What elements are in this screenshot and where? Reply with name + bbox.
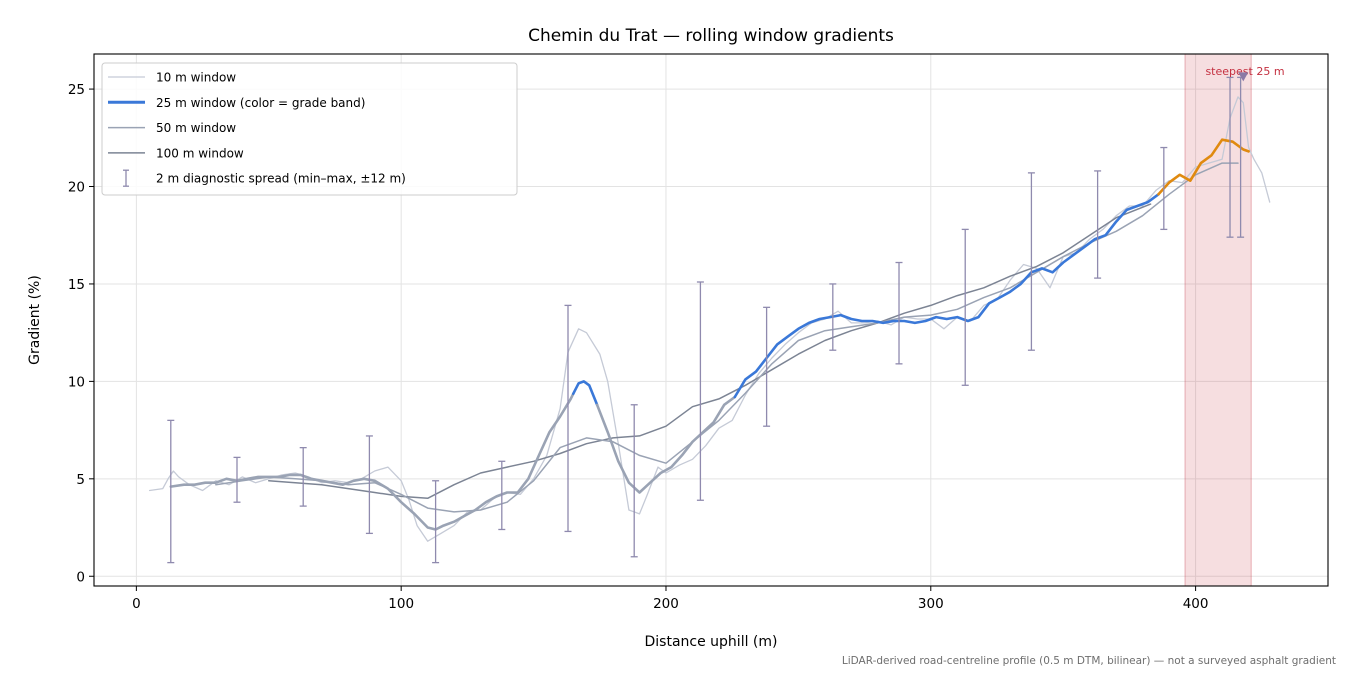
error-bar [696,281,704,501]
error-bar [961,228,969,386]
series-25m-segment [1157,138,1250,196]
annotation-layer: steepest 25 m [1205,65,1285,82]
plot-frame [93,53,1329,587]
error-bar [630,404,638,558]
x-tick-label: 0 [132,596,141,612]
y-axis-label: Gradient (%) [27,275,43,365]
legend: 10 m window 25 m window (color = grade ba… [101,62,518,196]
steepest-band [1184,53,1252,587]
x-tick-label: 100 [388,596,414,612]
error-bar [365,435,373,535]
y-axis-ticks: 0 5 10 15 20 25 [68,82,94,585]
legend-entry: 50 m window [108,121,236,135]
series-100m-line [268,203,1152,500]
legend-entry: 25 m window (color = grade band) [108,96,365,110]
error-bar [167,419,175,564]
series-25m-segment [169,392,575,531]
steepest-marker [1238,72,1249,82]
error-bar [432,480,440,564]
y-tick-label: 5 [76,472,85,488]
x-tick-label: 400 [1183,596,1209,612]
series-25m-segment [733,193,1160,399]
error-bar [895,261,903,365]
legend-box [101,62,518,196]
legend-label: 25 m window (color = grade band) [156,96,365,110]
chart-title: Chemin du Trat — rolling window gradient… [528,26,894,46]
legend-entry: 100 m window [108,146,244,160]
error-bar [1226,76,1234,238]
error-bar [1160,146,1168,231]
y-tick-label: 0 [76,569,85,585]
error-bars [167,76,1245,564]
y-tick-label: 25 [68,82,85,98]
x-tick-label: 300 [918,596,944,612]
error-bar [1027,172,1035,351]
x-axis-label: Distance uphill (m) [645,634,778,650]
legend-label: 50 m window [156,121,236,135]
legend-label: 10 m window [156,71,236,85]
legend-label: 2 m diagnostic spread (min–max, ±12 m) [156,172,406,186]
error-bar [564,304,572,533]
legend-entry: 10 m window [108,71,236,85]
error-bar [1094,170,1102,279]
series-25m-segment [571,380,599,407]
y-tick-label: 20 [68,180,85,196]
error-bar [763,306,771,427]
footnote: LiDAR-derived road-centreline profile (0… [842,655,1336,667]
error-bar [498,460,506,531]
error-bar [233,456,241,503]
legend-entry: 2 m diagnostic spread (min–max, ±12 m) [123,169,406,187]
x-axis-ticks: 0 100 200 300 400 [132,586,1208,612]
legend-label: 100 m window [156,146,244,160]
y-tick-label: 10 [68,374,85,390]
y-tick-label: 15 [68,277,85,293]
error-bar [299,446,307,507]
series-layer [148,96,1271,542]
steepest-highlight [1184,53,1252,587]
x-tick-label: 200 [653,596,679,612]
series-25m-segment [595,395,737,494]
error-bar [829,283,837,351]
steepest-label: steepest 25 m [1205,65,1284,78]
